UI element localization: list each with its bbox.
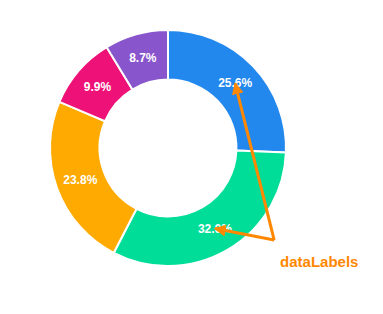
data-label: 8.7%: [129, 51, 157, 65]
annotation-text: dataLabels: [280, 253, 358, 270]
labels: 25.6%32.0%23.8%9.9%8.7%: [63, 51, 252, 235]
annotation: dataLabels: [215, 83, 359, 269]
data-label: 9.9%: [84, 80, 112, 94]
slice: [107, 30, 168, 90]
chart: 25.6%32.0%23.8%9.9%8.7%dataLabels: [0, 0, 383, 314]
data-label: 23.8%: [63, 173, 97, 187]
slice: [114, 151, 286, 266]
arrow: [235, 83, 274, 240]
donut: [50, 30, 286, 266]
slice: [50, 102, 137, 253]
arrow: [215, 229, 274, 241]
slice: [168, 30, 286, 152]
